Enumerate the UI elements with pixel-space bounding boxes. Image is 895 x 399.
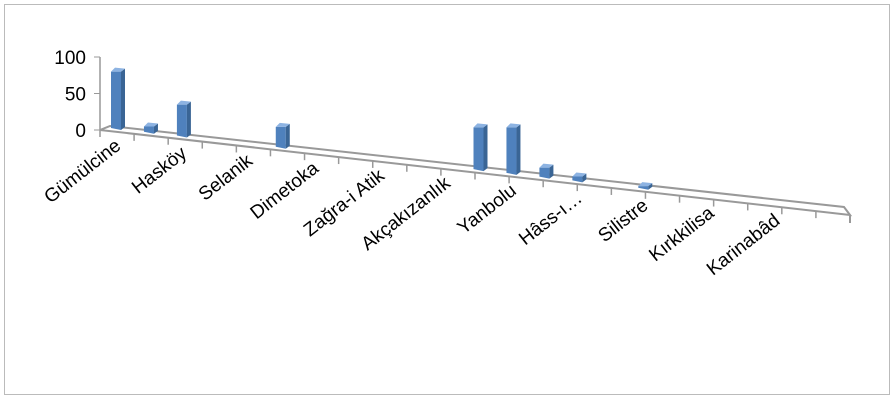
bar-face xyxy=(539,163,554,168)
bar-face xyxy=(506,127,517,175)
bar-face xyxy=(539,167,550,179)
bar xyxy=(275,122,290,149)
bar-face xyxy=(186,101,191,138)
bar-face xyxy=(483,124,488,172)
bar xyxy=(111,67,125,131)
bar-face xyxy=(549,164,554,179)
bar-face xyxy=(572,172,587,177)
bar-face xyxy=(153,123,158,134)
y-tick-label: 50 xyxy=(65,85,86,106)
bar-face xyxy=(285,123,290,149)
bar-face xyxy=(572,176,583,183)
bar xyxy=(473,123,488,172)
bar xyxy=(506,123,521,175)
bar-face xyxy=(143,126,154,134)
bar-face xyxy=(473,123,488,128)
y-tick-label: 100 xyxy=(54,48,86,69)
chart-border xyxy=(4,4,890,395)
bar xyxy=(572,172,587,183)
bar-face xyxy=(275,126,286,149)
bar xyxy=(143,122,158,134)
bar-face xyxy=(143,122,158,127)
bar-face xyxy=(111,67,125,72)
bar xyxy=(539,163,554,179)
bar-face xyxy=(176,104,187,138)
y-tick-label: 0 xyxy=(75,121,86,142)
bar-face xyxy=(648,183,653,190)
bar xyxy=(176,100,191,138)
bar-face xyxy=(121,68,125,131)
bar-face xyxy=(111,71,121,131)
bar-face xyxy=(275,122,290,127)
bar-face xyxy=(516,124,521,175)
bar-face xyxy=(506,123,521,128)
bar-face xyxy=(176,100,191,105)
bar-face xyxy=(638,186,649,190)
bar xyxy=(638,182,653,190)
bar-face xyxy=(473,127,484,172)
bar-face xyxy=(638,182,653,187)
bar-face xyxy=(582,173,587,183)
